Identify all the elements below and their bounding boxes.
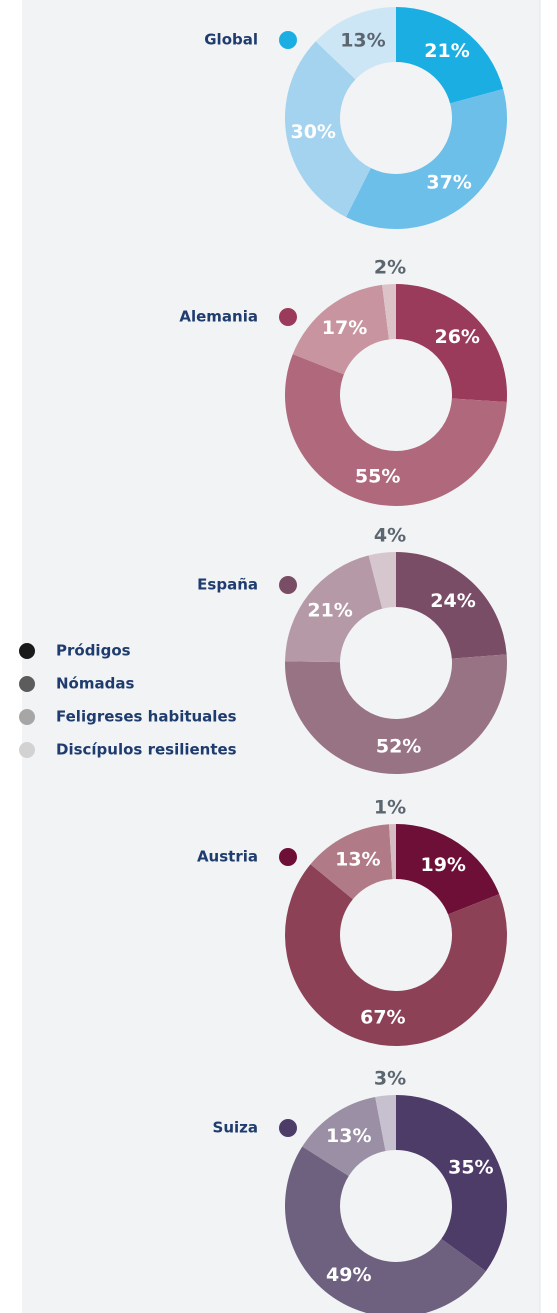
chart-title: Austria [197,848,258,866]
value-label: 24% [430,590,475,612]
value-label: 13% [335,849,380,871]
donut-segment [310,824,393,900]
donut-segment [285,41,371,218]
title-marker [279,31,297,49]
donut-segment [368,552,396,609]
legend-swatch [19,709,35,725]
title-marker [279,308,297,326]
legend-label: Feligreses habituales [56,708,237,726]
value-label: 1% [374,797,406,819]
chart-title: Alemania [179,308,258,326]
value-label: 21% [307,599,352,621]
donut-segment [396,284,508,402]
value-label: 49% [326,1264,371,1286]
value-label: 13% [326,1125,371,1147]
donut-segment [396,552,507,659]
value-label: 37% [426,172,471,194]
donut-segment [375,1095,396,1151]
chart-title: Global [204,31,258,49]
value-label: 19% [420,854,465,876]
value-label: 30% [290,121,335,143]
value-label: 52% [376,735,421,757]
chart-title: Suiza [213,1119,258,1137]
legend-swatch [19,643,35,659]
value-label: 2% [374,257,406,279]
donut-segment [396,7,504,104]
donut-segment [382,284,396,340]
value-label: 35% [448,1156,493,1178]
value-label: 67% [360,1006,405,1028]
donut-segment [285,555,383,663]
chart-title: España [197,576,258,594]
title-marker [279,848,297,866]
donut-segment [292,284,389,375]
donut-segment [285,354,507,506]
value-label: 13% [340,29,385,51]
title-marker [279,1119,297,1137]
value-label: 4% [374,525,406,547]
donut-segment [346,88,507,230]
donut-segment [285,1146,486,1313]
legend-label: Pródigos [56,642,131,660]
donut-segment [284,864,508,1046]
value-label: 26% [434,326,479,348]
donut-segment [302,1096,386,1176]
donut-segment [389,824,396,880]
legend-swatch [19,742,35,758]
title-marker [279,576,297,594]
value-label: 3% [374,1068,406,1090]
value-label: 17% [322,317,367,339]
donut-segment [285,654,507,775]
value-label: 21% [424,40,469,62]
legend-swatch [19,676,35,692]
donut-segment [315,7,396,80]
legend-label: Discípulos resilientes [56,741,237,759]
donut-segment [396,1095,507,1272]
donut-segment [396,824,500,915]
legend-label: Nómadas [56,675,134,693]
value-label: 55% [355,465,400,487]
